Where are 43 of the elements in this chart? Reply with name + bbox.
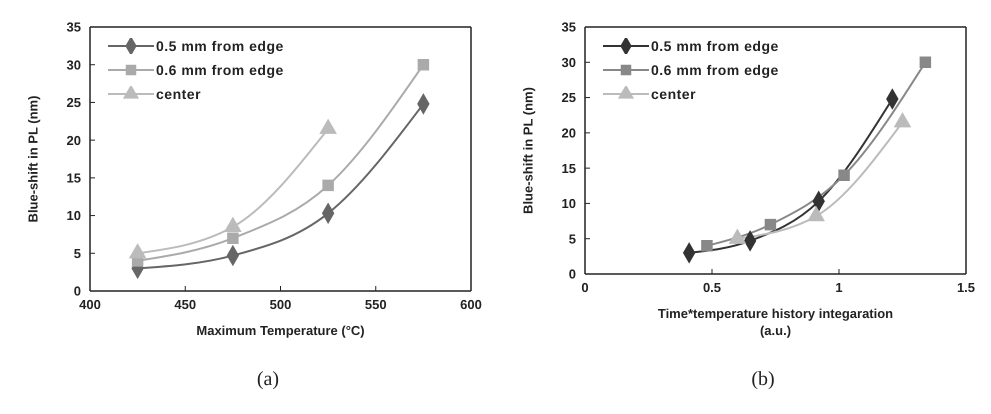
x-tick-label: 0.5: [702, 280, 722, 296]
y-tick-label: 0: [568, 266, 576, 282]
y-tick-label: 30: [562, 54, 576, 70]
point: [838, 169, 850, 181]
point: [227, 232, 239, 244]
point: [418, 58, 430, 70]
point: [764, 218, 776, 230]
legend-label: center: [651, 86, 696, 102]
x-tick-label: 550: [364, 297, 387, 312]
text: (b): [750, 368, 776, 391]
point: [322, 180, 334, 192]
x-tick-label: 400: [79, 297, 101, 312]
y-tick-label: 5: [568, 231, 576, 246]
y-tick-label: 30: [66, 57, 81, 72]
y-tick-label: 25: [562, 90, 576, 106]
x-axis-title: Time*temperature history integaration (a.u.): [658, 306, 894, 338]
y-tick-label: 35: [66, 20, 81, 35]
y-tick-label: 25: [66, 95, 81, 110]
y-tick-label: 15: [562, 160, 576, 176]
y-tick-label: 5: [74, 246, 81, 261]
x-tick-label: 450: [174, 297, 196, 312]
y-tick-label: 35: [562, 20, 576, 35]
y-tick-label: 20: [66, 132, 81, 148]
point: [701, 240, 713, 252]
text: (a): [256, 368, 280, 391]
legend-label: center: [156, 86, 202, 102]
x-tick-label: 500: [270, 297, 292, 312]
point: [920, 56, 932, 68]
x-tick-label: 0: [581, 280, 589, 296]
legend-label: 0.5 mm from edge: [156, 38, 284, 54]
x-tick-label: 600: [460, 297, 482, 312]
y-tick-label: 15: [66, 170, 81, 186]
y-tick-label: 20: [562, 125, 576, 140]
x-axis-title: Maximum Temperature (°C): [196, 323, 365, 338]
legend-label: 0.6 mm from edge: [651, 62, 779, 78]
legend-label: 0.5 mm from edge: [651, 38, 779, 54]
x-tick-label: 1.5: [956, 280, 976, 296]
y-tick-label: 10: [562, 196, 576, 212]
x-tick-label: 1: [835, 280, 843, 296]
legend-label: 0.6 mm from edge: [156, 62, 284, 78]
y-tick-label: 10: [66, 208, 81, 224]
y-axis-title: Blue-shift in PL (nm): [520, 87, 536, 214]
y-axis-title: Blue-shift in PL (nm): [26, 96, 41, 222]
